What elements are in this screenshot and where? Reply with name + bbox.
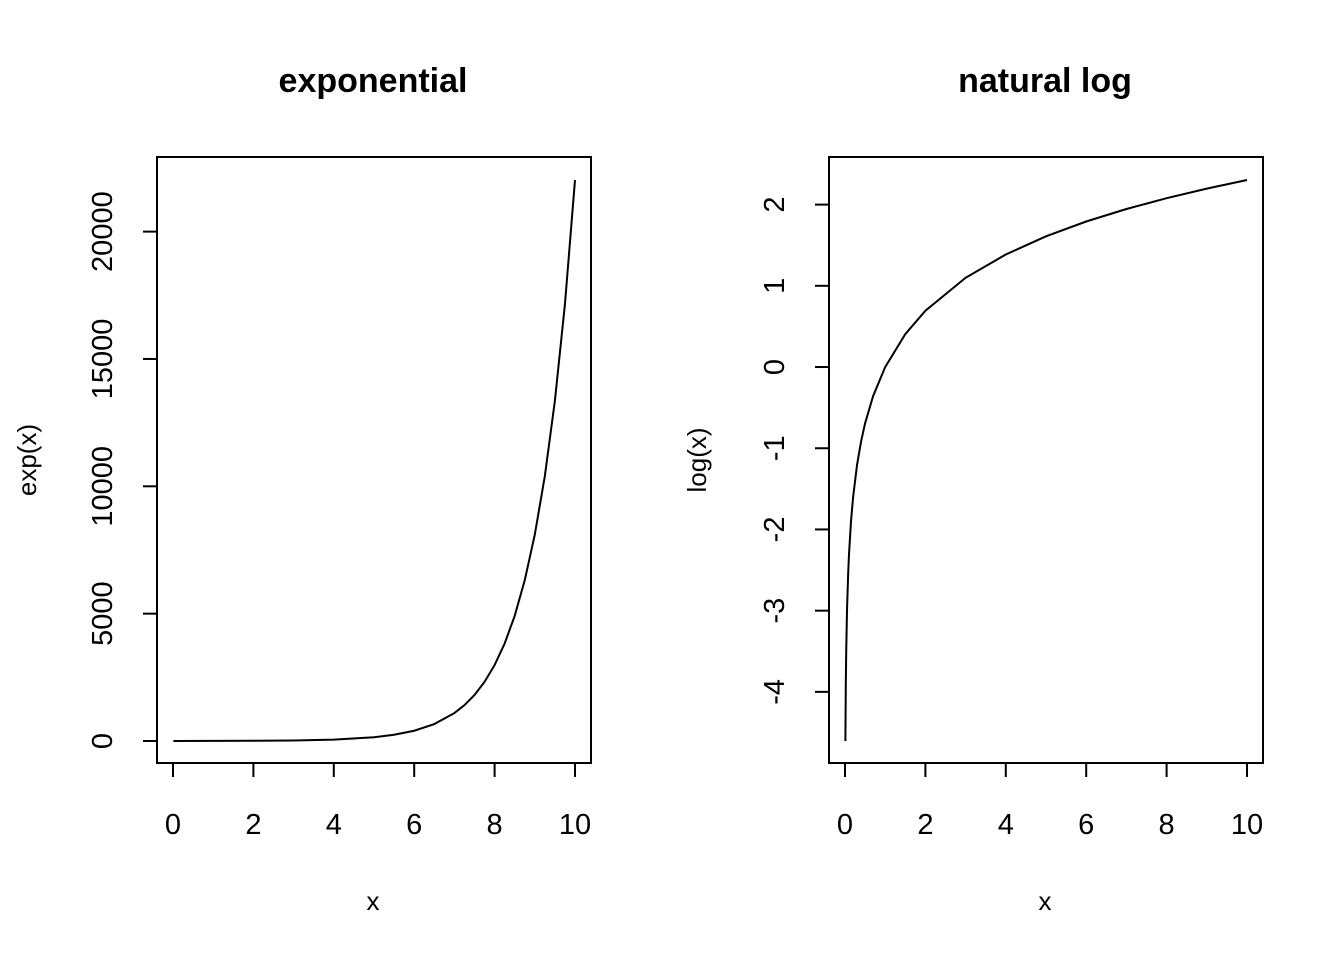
y-tick-label: -4 [759, 679, 791, 705]
x-tick-label: 2 [917, 809, 933, 841]
plot-frame [156, 156, 592, 764]
y-tick-label: 2 [759, 197, 791, 213]
x-tick-label: 6 [406, 809, 422, 841]
y-axis-label: log(x) [682, 427, 712, 492]
y-axis: 0 5000 10000 15000 20000 [87, 191, 158, 749]
y-tick-label: 0 [759, 359, 791, 375]
chart-title: exponential [279, 62, 468, 100]
x-tick-label: 4 [998, 809, 1014, 841]
y-tick-label: 5000 [87, 581, 119, 646]
y-tick-label: 15000 [87, 319, 119, 400]
exp-curve [173, 179, 576, 742]
x-tick-label: 8 [1159, 809, 1175, 841]
plot-frame [828, 156, 1264, 764]
y-tick-label: -2 [759, 517, 791, 543]
y-tick-label: -1 [759, 435, 791, 461]
x-tick-label: 8 [487, 809, 503, 841]
x-axis: 0 2 4 6 8 10 [837, 762, 1263, 841]
y-tick-label: -3 [759, 598, 791, 624]
y-tick-label: 20000 [87, 191, 119, 272]
x-tick-label: 0 [837, 809, 853, 841]
y-tick-label: 1 [759, 278, 791, 294]
y-tick-label: 10000 [87, 446, 119, 527]
exponential-panel: exponential 0 2 4 6 8 10 0 5000 10000 15000 20000… [12, 62, 592, 916]
x-tick-label: 4 [326, 809, 342, 841]
y-axis: -4 -3 -2 -1 0 1 2 [759, 197, 830, 705]
x-axis-label: x [1039, 886, 1052, 916]
natural-log-panel: natural log 0 2 4 6 8 10 -4 -3 -2 -1 0 1 2 x log(x) [682, 62, 1264, 916]
x-axis: 0 2 4 6 8 10 [165, 762, 591, 841]
x-axis-label: x [367, 886, 380, 916]
y-tick-label: 0 [87, 733, 119, 749]
chart-title: natural log [958, 62, 1132, 100]
x-tick-label: 10 [559, 809, 591, 841]
x-tick-label: 6 [1078, 809, 1094, 841]
y-axis-label: exp(x) [12, 424, 42, 496]
x-tick-label: 10 [1231, 809, 1263, 841]
x-tick-label: 0 [165, 809, 181, 841]
log-curve [844, 179, 1248, 742]
x-tick-label: 2 [245, 809, 261, 841]
